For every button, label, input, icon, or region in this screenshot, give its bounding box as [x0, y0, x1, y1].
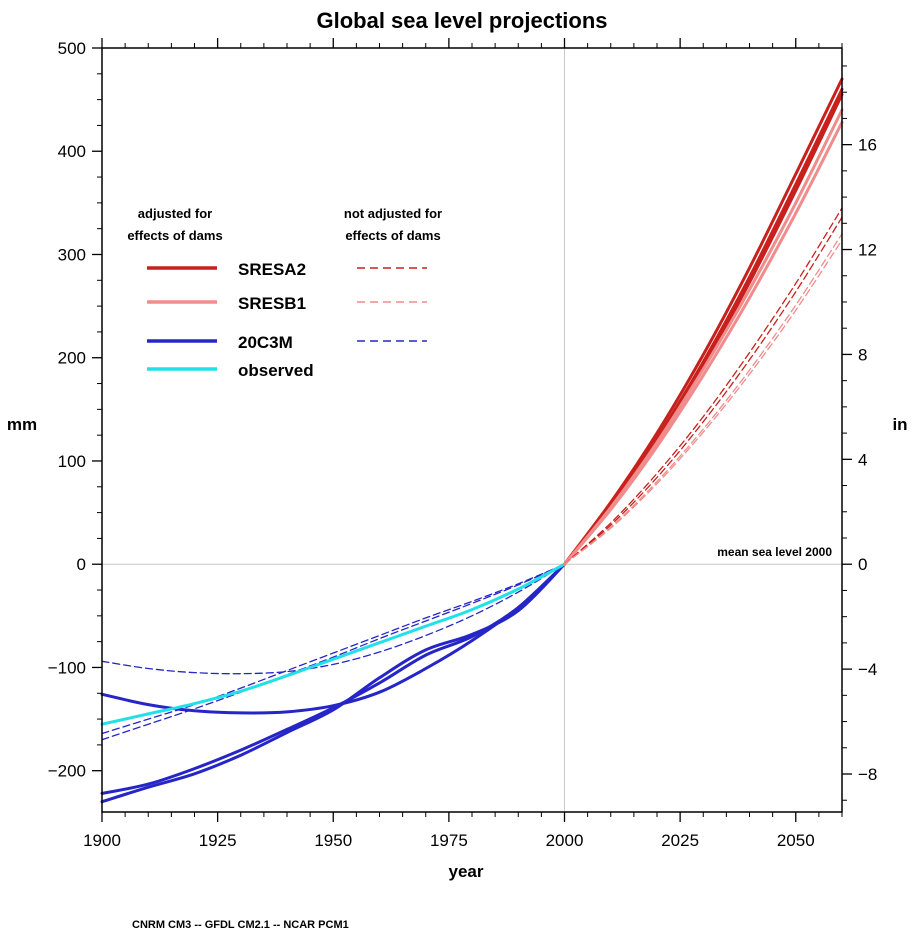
y-tick-label: 500: [58, 39, 86, 58]
legend-heading-dashed-line2: effects of dams: [345, 228, 440, 243]
y-tick-label: 400: [58, 142, 86, 161]
x-tick-label: 1950: [314, 831, 352, 850]
x-tick-label: 2025: [661, 831, 699, 850]
series-line-sresa2-dashed-12: [563, 207, 843, 565]
legend-label-sresb1: SRESB1: [238, 294, 306, 313]
y-axis-left: −200 −100 0 100 200 300 400 500: [48, 39, 102, 781]
x-tick-label: 2050: [777, 831, 815, 850]
x-tick-label: 1925: [199, 831, 237, 850]
x-axis: 1900 1925 1950 1975 2000 2025 2050: [83, 38, 843, 850]
series-line-20c3m-dashed-4: [101, 563, 566, 735]
y2-tick-label: 0: [858, 555, 867, 574]
legend-heading-solid-line2: effects of dams: [127, 228, 222, 243]
x-tick-label: 2000: [546, 831, 584, 850]
y2-tick-label: 12: [858, 241, 877, 260]
legend-label-20c3m: 20C3M: [238, 333, 293, 352]
legend-heading-solid-line1: adjusted for: [138, 206, 212, 221]
y2-tick-label: 4: [858, 450, 867, 469]
series-line-observed-solid-6: [100, 562, 566, 726]
series-line-20c3m-dashed-3: [101, 563, 566, 675]
x-tick-label: 1975: [430, 831, 468, 850]
mean-sea-level-annotation: mean sea level 2000: [717, 545, 832, 559]
y-tick-label: 200: [58, 349, 86, 368]
x-axis-label: year: [449, 862, 484, 881]
y-axis-left-label: mm: [7, 415, 37, 434]
series-line-sresb1-dashed-14: [563, 233, 843, 565]
y-axis-right: −8 −4 0 4 8 12 16: [842, 65, 877, 801]
series-layer: [100, 77, 844, 804]
y2-tick-label: −8: [858, 765, 877, 784]
y-tick-label: −100: [48, 658, 86, 677]
series-line-20c3m-dashed-5: [101, 563, 566, 741]
legend-label-sresa2: SRESA2: [238, 260, 306, 279]
series-line-sresa2-dashed-13: [563, 216, 843, 565]
series-line-sresa2-solid-7: [563, 77, 844, 566]
y-tick-label: 0: [77, 555, 86, 574]
y2-tick-label: 16: [858, 136, 877, 155]
series-line-sresb1-solid-11: [563, 120, 844, 566]
series-line-sresb1-dashed-15: [563, 239, 843, 565]
y-tick-label: 300: [58, 245, 86, 264]
series-line-sresa2-solid-8: [563, 87, 844, 566]
chart-title: Global sea level projections: [317, 8, 608, 33]
legend: adjusted for effects of dams not adjuste…: [127, 206, 442, 380]
y-tick-label: 100: [58, 452, 86, 471]
series-line-20c3m-solid-2: [100, 562, 566, 804]
legend-heading-dashed-line1: not adjusted for: [344, 206, 442, 221]
plot-area: [100, 47, 844, 813]
x-tick-label: 1900: [83, 831, 121, 850]
series-line-20c3m-solid-0: [100, 562, 566, 715]
y-axis-right-label: in: [892, 415, 907, 434]
footer-models: CNRM CM3 -- GFDL CM2.1 -- NCAR PCM1: [132, 919, 349, 931]
y2-tick-label: 8: [858, 345, 867, 364]
y2-tick-label: −4: [858, 660, 877, 679]
legend-label-observed: observed: [238, 361, 314, 380]
y-tick-label: −200: [48, 762, 86, 781]
